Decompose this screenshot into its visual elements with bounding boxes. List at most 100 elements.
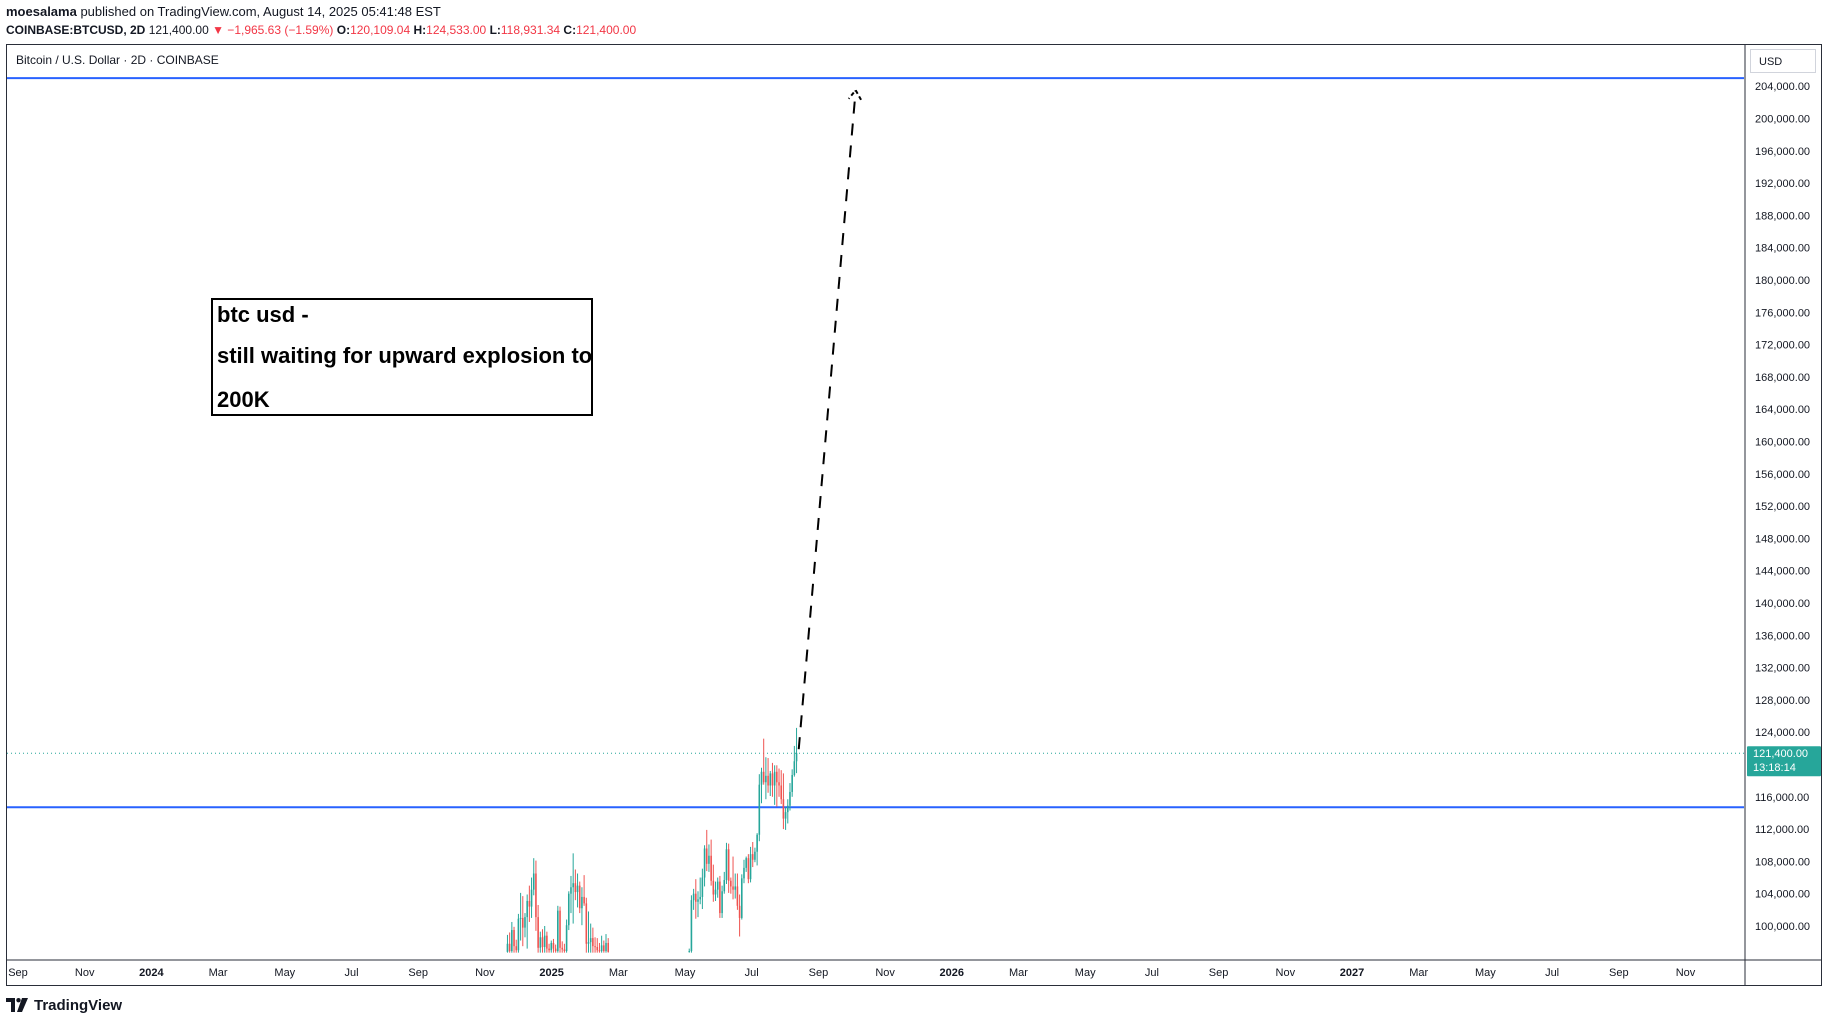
- candle: [587, 911, 590, 953]
- candle: [756, 833, 758, 866]
- chart-title: Bitcoin / U.S. Dollar · 2D · COINBASE: [16, 53, 219, 67]
- price-axis-label: 152,000.00: [1755, 501, 1810, 513]
- price-axis-label: 168,000.00: [1755, 372, 1810, 384]
- time-axis-label: Nov: [75, 967, 95, 979]
- candle: [561, 941, 564, 953]
- candle: [780, 770, 783, 805]
- candle: [738, 894, 741, 937]
- publish-info: moesalama published on TradingView.com, …: [6, 4, 441, 20]
- currency-selector[interactable]: USD: [1750, 49, 1816, 73]
- candle-body: [526, 900, 528, 918]
- projection-arrowhead: [847, 88, 862, 101]
- price-axis-label: 136,000.00: [1755, 630, 1810, 642]
- candle-body: [721, 891, 723, 914]
- low-value: 118,931.34: [500, 23, 561, 37]
- candle-body: [581, 896, 583, 909]
- text-annotation[interactable]: btc usd - still waiting for upward explo…: [211, 298, 593, 416]
- candle: [539, 931, 542, 953]
- high-value: 124,533.00: [426, 23, 487, 37]
- candle: [513, 926, 515, 953]
- candle: [778, 768, 780, 797]
- price-axis-label: 192,000.00: [1755, 178, 1810, 190]
- candle: [557, 905, 559, 953]
- close-label: C:: [563, 23, 577, 37]
- published-text: published on TradingView.com, August 14,…: [80, 4, 441, 19]
- time-axis-label: Nov: [1676, 967, 1696, 979]
- candle-body: [791, 774, 793, 792]
- price-axis-label: 140,000.00: [1755, 598, 1810, 610]
- candle-body: [550, 942, 553, 951]
- candle: [740, 874, 743, 920]
- candle-body: [517, 918, 520, 951]
- candle: [541, 929, 544, 953]
- candle-body: [605, 942, 607, 952]
- candle: [734, 873, 737, 899]
- candle: [791, 769, 793, 797]
- candle-body: [708, 855, 710, 864]
- time-axis-label: Nov: [475, 967, 495, 979]
- candle-body: [567, 893, 570, 926]
- candle: [710, 839, 712, 886]
- candle: [705, 829, 708, 872]
- candle-body: [563, 949, 566, 952]
- candle-body: [710, 855, 712, 881]
- candle-body: [524, 917, 526, 928]
- candle-body: [782, 799, 785, 819]
- candle: [567, 891, 570, 931]
- time-axis-label: 2024: [139, 967, 164, 979]
- candle: [762, 738, 765, 785]
- price-axis-label: 112,000.00: [1755, 824, 1809, 836]
- candle: [600, 935, 603, 953]
- price-axis-label: 124,000.00: [1755, 727, 1810, 739]
- candle-body: [780, 785, 783, 800]
- candle: [719, 875, 721, 918]
- candle: [563, 943, 566, 953]
- candle-body: [521, 917, 524, 928]
- time-axis-label: 2026: [940, 967, 964, 979]
- annotation-line-1: btc usd -: [217, 302, 309, 327]
- candle: [546, 931, 548, 953]
- candle: [581, 887, 583, 926]
- candle: [730, 877, 732, 894]
- candle-body: [574, 883, 577, 893]
- candle-body: [592, 938, 594, 947]
- candle-body: [532, 873, 535, 890]
- candle: [578, 881, 581, 914]
- symbol-label: COINBASE:BTCUSD, 2D: [6, 23, 146, 37]
- candle: [771, 762, 774, 797]
- candle: [786, 799, 789, 824]
- candle: [712, 864, 715, 902]
- candle-body: [784, 812, 787, 819]
- low-label: L:: [489, 23, 501, 37]
- candle-body: [758, 784, 761, 835]
- price-axis-label: 204,000.00: [1755, 81, 1810, 93]
- candle: [793, 745, 796, 777]
- candle: [537, 905, 539, 953]
- candle: [795, 727, 798, 774]
- candle-body: [738, 905, 741, 918]
- price-axis-label: 116,000.00: [1755, 792, 1809, 804]
- candle: [773, 765, 776, 805]
- candle-body: [557, 910, 559, 952]
- candle-body: [543, 935, 546, 947]
- candle-body: [732, 886, 734, 890]
- price-axis-label: 128,000.00: [1755, 695, 1810, 707]
- price-axis-label: 180,000.00: [1755, 275, 1810, 287]
- candle: [603, 940, 605, 953]
- annotation-line-2: still waiting for upward explosion to: [217, 343, 593, 368]
- candle-body: [756, 834, 758, 852]
- candle: [589, 923, 592, 953]
- candle-body: [786, 805, 789, 813]
- candle: [723, 871, 726, 894]
- candle-body: [508, 943, 511, 952]
- time-axis-label: Jul: [1145, 967, 1159, 979]
- ohlc-legend: COINBASE:BTCUSD, 2D 121,400.00 ▼ −1,965.…: [6, 22, 636, 38]
- candle-body: [541, 937, 544, 947]
- candle-body: [513, 930, 515, 947]
- candle-body: [690, 900, 693, 952]
- tradingview-logo-icon: [6, 998, 28, 1012]
- time-axis-label: Jul: [745, 967, 759, 979]
- candle-body: [773, 771, 776, 786]
- candle-body: [539, 937, 542, 948]
